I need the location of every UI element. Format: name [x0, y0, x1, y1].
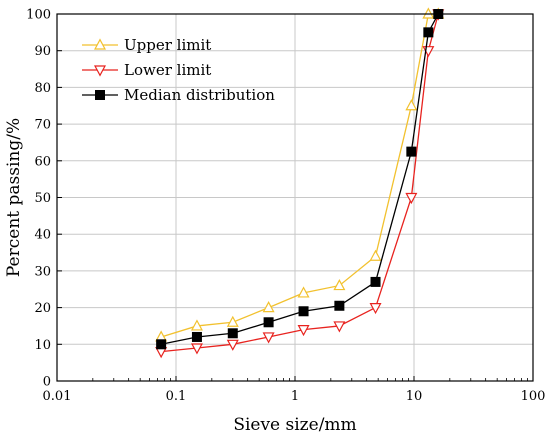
series-line — [161, 13, 439, 353]
legend-label: Upper limit — [124, 36, 211, 54]
legend-item: Upper limit — [82, 36, 211, 54]
legend-item: Median distribution — [82, 86, 275, 104]
data-point — [423, 27, 434, 38]
data-point — [333, 321, 346, 333]
data-point — [156, 339, 167, 350]
data-point — [405, 99, 418, 111]
data-point — [191, 331, 202, 342]
data-point — [422, 7, 435, 19]
data-point — [190, 319, 203, 331]
data-point — [333, 279, 346, 291]
x-tick-label: 10 — [406, 389, 423, 404]
y-tick-label: 20 — [34, 301, 51, 316]
series-0 — [155, 7, 445, 342]
legend: Upper limit Lower limit Median distributio… — [82, 36, 275, 104]
data-point — [297, 286, 310, 298]
legend-marker — [93, 38, 107, 50]
legend-marker — [93, 65, 107, 77]
y-tick-label: 60 — [34, 154, 51, 169]
legend-item: Lower limit — [82, 61, 211, 79]
data-point — [262, 332, 275, 344]
series-line — [160, 13, 439, 338]
axis-ticks: 0 10 20 30 40 50 60 70 80 90 100 0.01 0.1 1 10 100 — [26, 8, 545, 405]
data-point — [369, 303, 382, 315]
data-point — [405, 192, 418, 205]
data-point — [190, 343, 203, 355]
data-point — [226, 315, 239, 327]
y-tick-label: 10 — [34, 338, 51, 353]
legend-label: Median distribution — [124, 86, 275, 104]
y-tick-label: 70 — [34, 118, 51, 133]
data-point — [297, 325, 310, 337]
y-tick-label: 50 — [34, 191, 51, 206]
y-axis-title: Percent passing/% — [4, 118, 24, 277]
legend-marker — [95, 90, 105, 100]
x-tick-label: 0.1 — [166, 389, 187, 404]
data-point — [262, 301, 275, 313]
data-point — [406, 146, 417, 157]
x-tick-label: 0.01 — [43, 389, 72, 404]
data-point — [298, 306, 309, 317]
data-point — [226, 339, 239, 351]
y-tick-label: 0 — [43, 375, 51, 390]
series-line — [161, 13, 439, 345]
y-tick-label: 100 — [26, 8, 51, 23]
x-axis-title: Sieve size/mm — [233, 415, 356, 435]
x-tick-label: 1 — [291, 389, 299, 404]
y-tick-label: 40 — [34, 228, 51, 243]
grid — [57, 14, 533, 381]
x-tick-label: 100 — [521, 389, 546, 404]
data-point — [227, 328, 238, 339]
y-tick-label: 30 — [34, 264, 51, 279]
data-point — [369, 249, 382, 261]
data-point — [370, 276, 381, 287]
y-tick-label: 80 — [34, 81, 51, 96]
legend-label: Lower limit — [124, 61, 211, 79]
data-point — [334, 300, 345, 311]
y-tick-label: 90 — [34, 44, 51, 59]
data-point — [263, 317, 274, 328]
